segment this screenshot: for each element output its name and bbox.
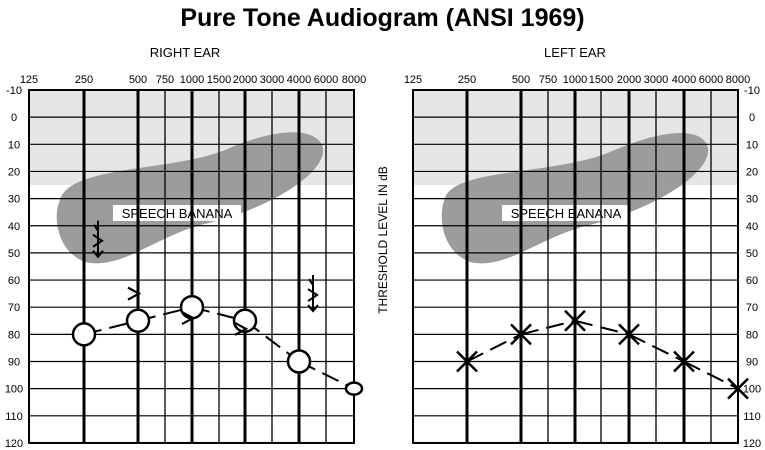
y-tick-label: 110 [743,411,761,423]
y-tick-label: 50 [8,248,20,260]
y-tick-label: 60 [8,275,20,287]
x-tick-label: 125 [20,74,38,86]
no-response-arrow [307,275,319,313]
series-line-segment [574,319,630,336]
y-tick-label: 60 [746,275,758,287]
chart-title: Pure Tone Audiogram (ANSI 1969) [180,4,585,32]
data-point-circle [71,322,97,347]
y-tick-label: 20 [746,166,758,178]
y-tick-label: -10 [6,85,22,97]
speech-banana-label: SPEECH BANANA [511,206,622,221]
y-tick-label: 80 [746,329,758,341]
y-tick-label: 30 [746,194,758,206]
x-tick-label: 8000 [342,74,366,86]
y-tick-label: 100 [743,384,761,396]
x-tick-label: 1500 [207,74,231,86]
x-tick-label: 1500 [589,74,613,86]
series-line-segment [466,333,522,363]
x-tick-label: 250 [458,74,476,86]
x-tick-label: 8000 [726,74,750,86]
panel-title: RIGHT EAR [150,45,221,60]
x-tick-label: 125 [404,74,422,86]
y-tick-label: 20 [8,166,20,178]
y-tick-label: 40 [746,221,758,233]
x-tick-label: 2000 [233,74,257,86]
plot-frame [412,89,739,444]
x-tick-label: 6000 [699,74,723,86]
data-point-x [727,377,749,400]
series-line-segment [628,333,685,363]
data-point-circle [344,381,364,396]
y-tick-label: 0 [749,112,755,124]
x-tick-label: 1000 [180,74,204,86]
y-tick-label: 10 [8,139,20,151]
data-point-bracket [181,311,196,326]
y-tick-label: 120 [743,438,761,450]
y-tick-label: 10 [746,139,758,151]
data-point-x [673,350,695,373]
data-point-circle [286,349,312,374]
y-tick-label: 70 [8,302,20,314]
x-tick-label: 500 [512,74,530,86]
y-tick-label: 120 [5,438,23,450]
speech-banana-label-box [502,205,630,221]
plot-frame [28,89,355,444]
x-tick-label: 250 [75,74,93,86]
y-tick-label: -10 [744,85,760,97]
series-line-segment [683,360,739,390]
panel-title: LEFT EAR [544,45,606,60]
x-tick-label: 6000 [314,74,338,86]
x-tick-label: 3000 [260,74,284,86]
no-response-arrow [92,220,104,259]
y-tick-label: 90 [746,357,758,369]
x-tick-label: 500 [129,74,147,86]
data-point-circle [179,294,205,320]
y-tick-label: 0 [11,112,17,124]
y-tick-label: 110 [5,411,23,423]
x-tick-label: 3000 [644,74,668,86]
x-tick-label: 2000 [617,74,641,86]
data-point-circle [125,308,151,334]
y-tick-label: 80 [8,329,20,341]
y-tick-label: 90 [8,357,20,369]
x-tick-label: 4000 [287,74,311,86]
y-tick-label: 50 [746,248,758,260]
data-point-x [618,323,640,346]
x-tick-label: 750 [539,74,557,86]
data-point-bracket [127,286,142,301]
series-line-segment [520,319,576,336]
x-tick-label: 1000 [563,74,587,86]
y-tick-label: 70 [746,302,758,314]
x-tick-label: 4000 [672,74,696,86]
speech-banana-label-box [113,205,241,221]
x-tick-label: 750 [156,74,174,86]
y-tick-label: 100 [5,384,23,396]
y-tick-label: 30 [8,194,20,206]
data-point-x [456,350,478,373]
data-point-bracket [234,321,249,336]
speech-banana-region [56,132,324,264]
speech-banana-label: SPEECH BANANA [122,206,233,221]
y-tick-label: 40 [8,221,20,233]
data-point-x [510,323,532,346]
y-axis-label: THRESHOLD LEVEL IN dB [376,166,390,314]
data-point-x [564,309,586,332]
